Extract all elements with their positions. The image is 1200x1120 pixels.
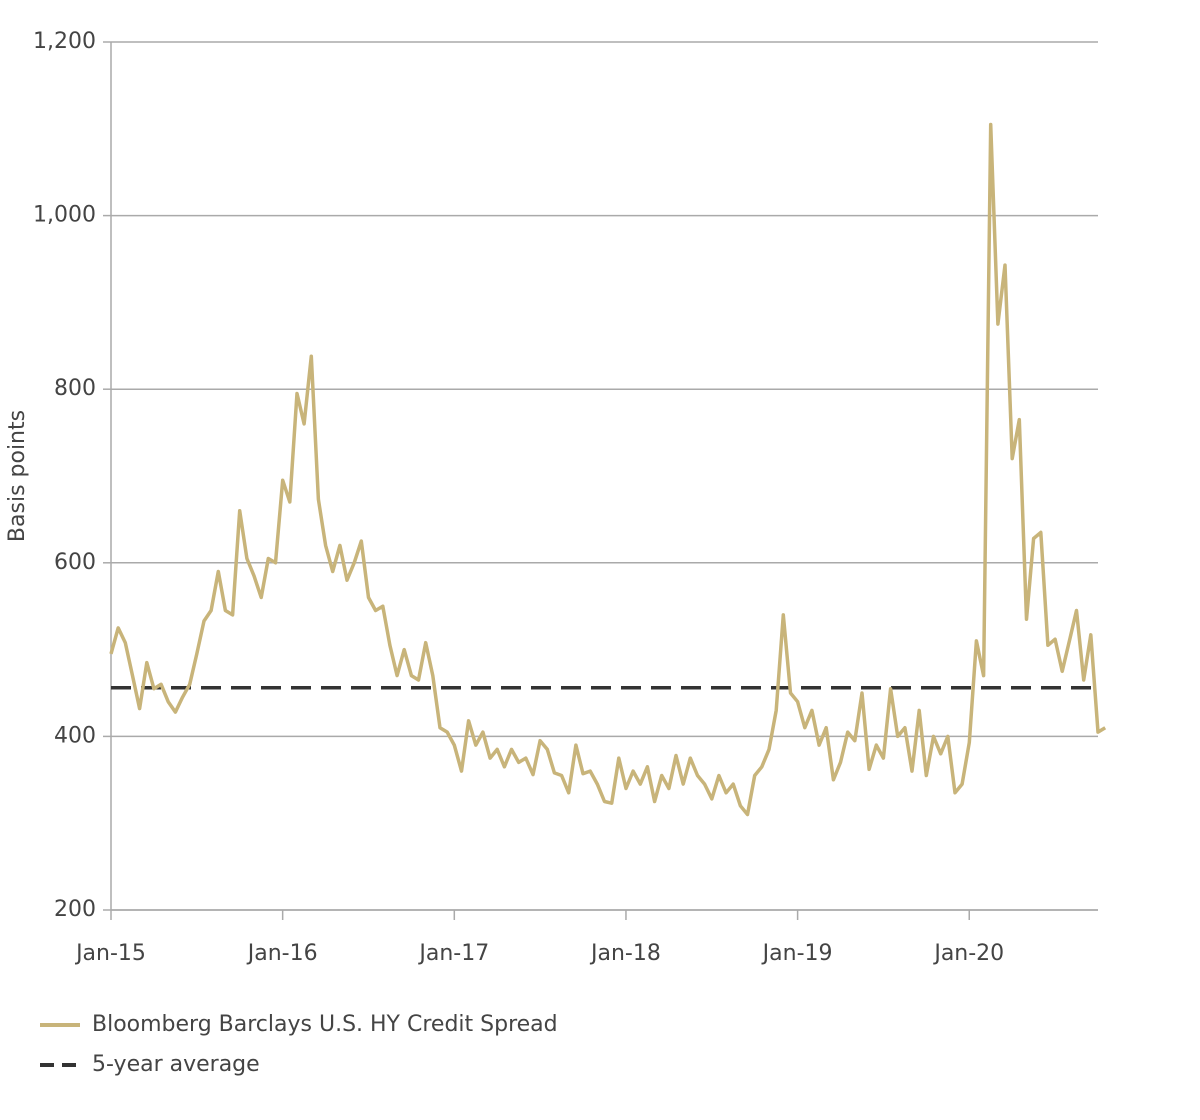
series-line (109, 122, 1107, 817)
x-tick-label: Jan-20 (932, 941, 1004, 966)
x-tick-label: Jan-17 (417, 941, 489, 966)
y-tick-label: 1,000 (33, 203, 96, 228)
x-tick-label: Jan-19 (761, 941, 833, 966)
y-tick-label: 400 (54, 723, 96, 748)
y-tick-label: 200 (54, 897, 96, 922)
y-axis-title: Basis points (5, 410, 30, 542)
y-tick-label: 1,200 (33, 29, 96, 54)
legend-label: 5-year average (92, 1052, 260, 1077)
x-tick-label: Jan-18 (589, 941, 661, 966)
y-tick-label: 800 (54, 376, 96, 401)
legend-label: Bloomberg Barclays U.S. HY Credit Spread (92, 1012, 558, 1037)
y-tick-label: 600 (54, 550, 96, 575)
x-tick-label: Jan-15 (74, 941, 146, 966)
x-tick-label: Jan-16 (246, 941, 318, 966)
